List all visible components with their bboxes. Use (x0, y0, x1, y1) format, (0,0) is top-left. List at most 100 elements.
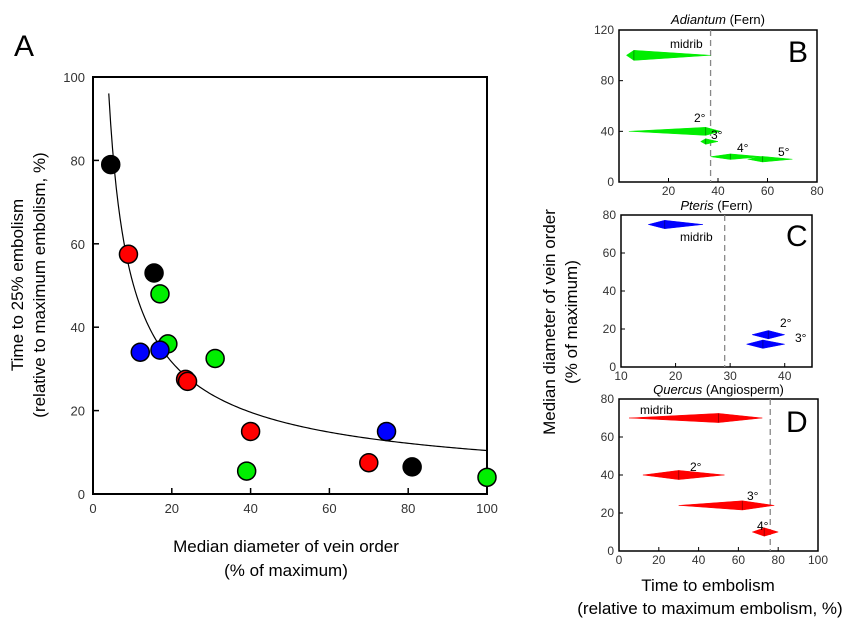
panel-d-diamond-bar (751, 527, 780, 537)
panel-d-letter: D (786, 406, 808, 439)
panel-a-data-point (100, 154, 121, 175)
shared-x-axis-label-line2: (relative to maximum embolism, %) (577, 599, 842, 618)
panel-d-bar-label: 3° (747, 489, 759, 503)
panel-a-fit-curve (108, 93, 488, 452)
panel-a-plot-area: 0 20 40 60 80 100 0 20 40 60 80 100 (63, 70, 498, 516)
panel-b-x-tick-label: 20 (662, 184, 676, 198)
panel-d-diamond-bar (642, 470, 725, 480)
panel-b-y-tick-label: 40 (601, 124, 615, 138)
panel-a-y-axis-label-line2: (relative to maximum embolism, %) (30, 152, 49, 417)
panel-a-data-point (118, 244, 139, 264)
panel-b-y-tick-label: 0 (607, 175, 614, 189)
panel-d-y-tick-label: 20 (601, 506, 615, 520)
panel-b-bar-label: 3° (711, 128, 723, 142)
panel-d-x-tick-label: 0 (616, 553, 623, 567)
panel-d-y-tick-label: 60 (601, 430, 615, 444)
panel-a-data-point (240, 421, 261, 442)
panel-b-diamond-bar (625, 50, 711, 61)
shared-x-axis-label-line1: Time to embolism (641, 576, 775, 595)
panel-b-y-tick-label: 80 (601, 74, 615, 88)
panel-b-diamond-bar (747, 156, 793, 163)
shared-y-axis-label-line2: (% of maximum) (562, 260, 581, 384)
panel-a-data-point (477, 467, 497, 488)
panel-c-y-tick-label: 60 (603, 246, 617, 260)
panel-b-title-genus: Adiantum (670, 12, 726, 27)
panel-d-x-tick-label: 60 (732, 553, 746, 567)
panel-d-y-tick-label: 0 (607, 544, 614, 558)
panel-a-data-point (236, 461, 257, 481)
panel-a-frame (92, 76, 488, 495)
panel-d-bar-label: 4° (757, 519, 769, 533)
panel-c-x-tick-label: 20 (669, 369, 683, 383)
panel-a-x-tick-label: 0 (89, 501, 96, 516)
panel-c-title-group: (Fern) (714, 198, 753, 213)
panel-a-scatter: A 0 20 40 60 80 100 0 20 40 60 80 100 Time to 25% e… (8, 30, 498, 580)
panel-a-x-tick-label: 100 (476, 501, 498, 516)
panel-c-bar-label: midrib (680, 230, 713, 244)
panel-c-bar-label: 3° (795, 331, 807, 345)
panel-a-x-tick-label: 80 (401, 501, 415, 516)
panel-d-x-tick-label: 100 (808, 553, 828, 567)
panel-b-title: Adiantum (Fern) (670, 12, 765, 27)
panel-d-bar-label: midrib (640, 403, 673, 417)
panel-c-y-tick-label: 0 (609, 360, 616, 374)
panel-a-y-tick-label: 100 (63, 70, 85, 85)
panel-d-title: Quercus (Angiosperm) (653, 382, 784, 397)
panel-a-data-point (359, 452, 379, 473)
panel-c-x-tick-label: 30 (723, 369, 737, 383)
panel-b-bar-label: midrib (670, 37, 703, 51)
panel-a-y-tick-label: 60 (71, 237, 85, 252)
panel-a-data-point (177, 371, 198, 392)
panel-c-x-tick-label: 40 (778, 369, 792, 383)
panel-d-x-tick-label: 80 (772, 553, 786, 567)
panel-c-diamond-bar (751, 330, 785, 340)
panel-d-y-tick-label: 40 (601, 468, 615, 482)
panel-b-y-tick-label: 120 (594, 23, 614, 37)
panel-d-quercus: 0 20 40 60 80 100 0 20 40 60 80 midrib 2° 3° 4° Quercus… (601, 382, 829, 567)
panel-c-diamond-bar (648, 220, 703, 229)
panel-c-y-tick-label: 40 (603, 284, 617, 298)
shared-y-axis-label-line1: Median diameter of vein order (540, 209, 559, 435)
panel-d-y-tick-label: 80 (601, 392, 615, 406)
panel-d-title-genus: Quercus (653, 382, 703, 397)
panel-d-x-tick-label: 20 (652, 553, 666, 567)
panel-a-x-tick-label: 40 (243, 501, 257, 516)
panel-a-y-axis-label-line1: Time to 25% embolism (8, 199, 27, 371)
panel-c-y-tick-label: 20 (603, 322, 617, 336)
panel-a-x-tick-label: 60 (322, 501, 336, 516)
panel-a-x-axis-label-line2: (% of maximum) (224, 561, 348, 580)
panel-a-data-point (402, 457, 422, 477)
panel-b-x-tick-label: 40 (711, 184, 725, 198)
panel-a-data-point (150, 340, 170, 360)
panel-c-title: Pteris (Fern) (680, 198, 752, 213)
panel-a-y-tick-label: 40 (71, 320, 85, 335)
panel-d-x-tick-label: 40 (692, 553, 706, 567)
panel-a-data-point (150, 284, 170, 304)
panel-c-y-tick-label: 80 (603, 208, 617, 222)
panel-b-diamond-bar (700, 138, 719, 145)
panel-a-y-tick-label: 0 (78, 487, 85, 502)
panel-a-x-axis-label-line1: Median diameter of vein order (173, 537, 399, 556)
panel-d-title-group: (Angiosperm) (702, 382, 784, 397)
panel-b-diamond-bar (628, 127, 722, 136)
panel-c-x-tick-label: 10 (614, 369, 628, 383)
panel-c-letter: C (786, 220, 808, 253)
panel-c-pteris: 10 20 30 40 0 20 40 60 80 midrib 2°3° Pteris (Fern)… (603, 198, 813, 383)
panel-a-y-tick-label: 20 (71, 404, 85, 419)
panel-b-bar-label: 4° (737, 141, 749, 155)
panel-d-bar-label: 2° (690, 460, 702, 474)
panel-a-data-point (205, 348, 225, 369)
panel-a-letter: A (14, 30, 34, 63)
panel-b-title-group: (Fern) (726, 12, 765, 27)
panel-a-x-tick-label: 20 (165, 501, 179, 516)
panel-a-data-point (130, 342, 151, 362)
panel-c-diamond-bar (746, 339, 785, 349)
panel-c-title-genus: Pteris (680, 198, 714, 213)
panel-a-data-point (376, 421, 397, 442)
panel-d-diamond-bar (678, 500, 775, 511)
panel-a-data-point (144, 263, 164, 283)
panel-a-y-tick-label: 80 (71, 153, 85, 168)
panel-b-x-tick-label: 80 (810, 184, 824, 198)
panel-b-adiantum: 20 40 60 80 0 40 80 120 midrib 2° 3° 4° 5° Adiantum (… (594, 12, 824, 198)
